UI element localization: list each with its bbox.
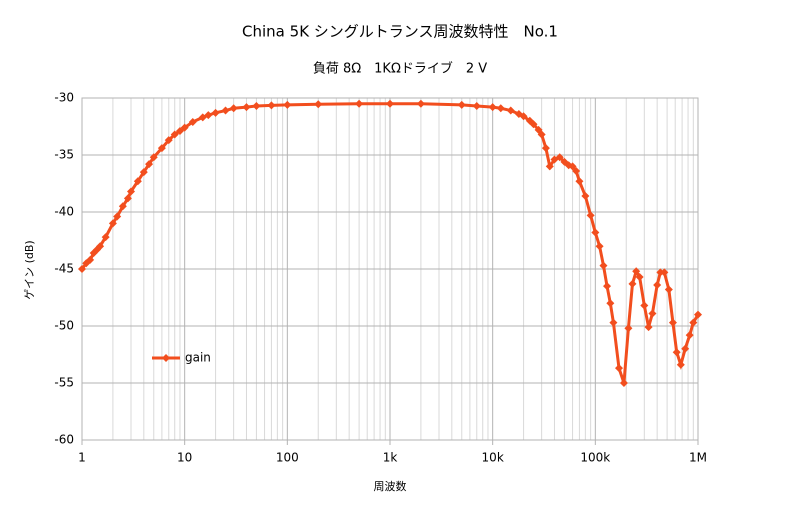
data-point: [529, 120, 538, 129]
chart-title: China 5K シングルトランス周波数特性 No.1: [242, 23, 558, 41]
data-point: [457, 100, 466, 109]
x-tick-label: 1k: [383, 451, 398, 465]
data-point: [221, 106, 230, 115]
data-point: [555, 153, 564, 162]
data-point: [668, 318, 677, 327]
data-point: [632, 267, 641, 276]
data-point: [689, 318, 698, 327]
data-point: [635, 272, 644, 281]
data-point: [133, 177, 142, 186]
data-point: [496, 104, 505, 113]
data-point: [653, 280, 662, 289]
x-tick-label: 10k: [482, 451, 504, 465]
x-tick-label: 100: [276, 451, 299, 465]
data-point: [640, 301, 649, 310]
data-point: [624, 324, 633, 333]
data-point: [609, 318, 618, 327]
data-point: [586, 211, 595, 220]
data-point: [157, 144, 166, 153]
chart-subtitle: 負荷 8Ω 1KΩドライブ 2 V: [313, 61, 487, 77]
data-point: [603, 282, 612, 291]
data-point: [96, 242, 105, 251]
y-tick-label: -35: [54, 148, 74, 162]
data-point: [694, 310, 702, 319]
legend-label: gain: [185, 351, 211, 365]
data-point: [283, 100, 292, 109]
x-axis-label: 周波数: [374, 480, 407, 493]
data-point: [591, 228, 600, 237]
data-point: [472, 101, 481, 110]
data-point: [188, 117, 197, 126]
data-point: [660, 268, 669, 277]
data-point: [506, 106, 515, 115]
x-tick-label: 1: [78, 451, 86, 465]
x-tick-label: 1M: [689, 451, 707, 465]
data-point: [488, 103, 497, 112]
data-point: [126, 187, 135, 196]
data-point: [180, 123, 189, 132]
data-point: [619, 379, 628, 387]
data-point: [568, 162, 577, 171]
data-point: [145, 160, 154, 169]
data-point: [170, 130, 179, 139]
data-point: [664, 285, 673, 294]
data-point: [572, 166, 581, 175]
data-point: [681, 344, 690, 353]
data-point: [685, 331, 694, 340]
data-point: [108, 219, 117, 228]
data-point: [575, 177, 584, 186]
data-point: [676, 360, 685, 369]
data-point: [204, 111, 213, 120]
y-tick-label: -40: [54, 205, 74, 219]
data-point: [541, 144, 550, 153]
data-point: [355, 99, 364, 108]
data-point: [545, 162, 554, 171]
data-point: [614, 364, 623, 373]
data-point: [113, 212, 122, 221]
data-point: [386, 99, 394, 108]
data-point: [242, 103, 251, 112]
data-point: [416, 99, 425, 108]
data-point: [672, 348, 681, 357]
data-point: [78, 265, 86, 273]
data-point: [644, 323, 653, 332]
data-point: [314, 100, 323, 109]
data-point: [252, 101, 261, 110]
x-tick-label: 10: [177, 451, 192, 465]
data-point: [164, 136, 173, 145]
legend-marker: [162, 354, 170, 362]
data-point: [581, 192, 590, 201]
data-point: [101, 233, 110, 242]
x-tick-label: 100k: [580, 451, 610, 465]
data-point: [149, 153, 158, 162]
data-point: [628, 279, 637, 288]
data-point: [595, 242, 604, 251]
data-point: [606, 299, 615, 308]
data-point: [648, 309, 657, 318]
data-point: [123, 194, 132, 203]
y-tick-label: -30: [54, 91, 74, 105]
data-point: [211, 108, 220, 117]
y-tick-label: -50: [54, 319, 74, 333]
y-axis-label: ゲイン (dB): [23, 240, 36, 299]
data-point: [229, 104, 238, 113]
data-point: [139, 168, 148, 177]
y-tick-label: -60: [54, 433, 74, 447]
data-point: [118, 202, 127, 211]
data-point: [519, 112, 528, 121]
data-point: [175, 127, 184, 136]
y-tick-label: -55: [54, 376, 74, 390]
data-point: [86, 255, 95, 264]
data-point: [537, 130, 546, 139]
data-point: [599, 261, 608, 270]
data-point: [267, 101, 276, 110]
y-tick-label: -45: [54, 262, 74, 276]
